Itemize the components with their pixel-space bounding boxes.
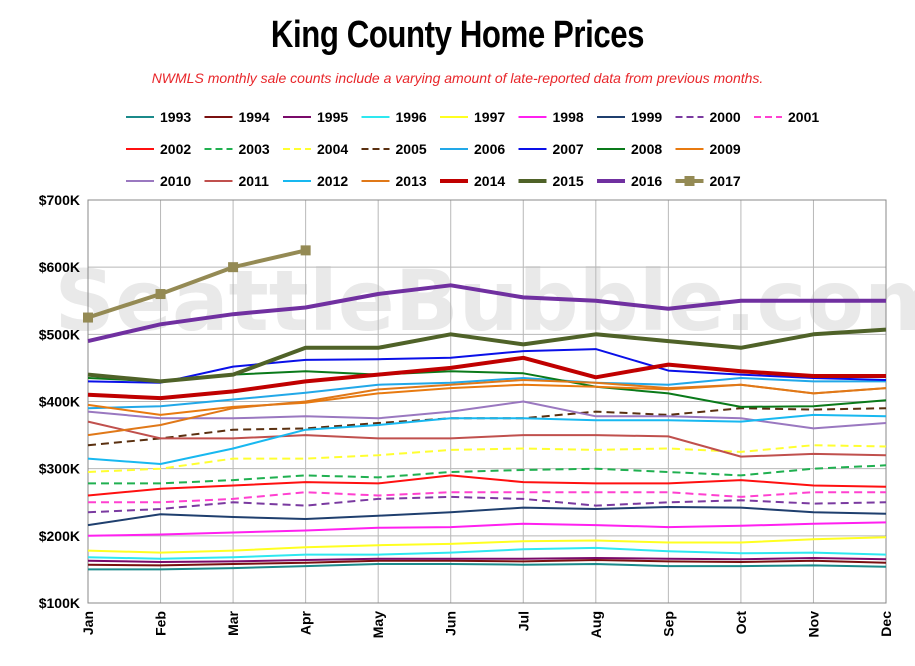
legend-marker-2017 bbox=[684, 176, 695, 186]
x-tick-label: May bbox=[370, 611, 386, 638]
legend-label-2010: 2010 bbox=[160, 173, 191, 189]
y-tick-label: $400K bbox=[39, 394, 80, 410]
legend-label-2007: 2007 bbox=[553, 141, 584, 157]
series-line-2005 bbox=[87, 407, 887, 447]
legend-label-2017: 2017 bbox=[710, 173, 741, 189]
series-line-2016 bbox=[87, 283, 886, 344]
y-tick-label: $100K bbox=[39, 595, 80, 611]
series-line-2007 bbox=[87, 348, 887, 384]
data-point-2017 bbox=[300, 245, 311, 256]
legend-label-1997: 1997 bbox=[474, 109, 505, 125]
x-tick-label: Jun bbox=[443, 611, 459, 636]
y-tick-label: $200K bbox=[39, 528, 80, 544]
series-line-1994 bbox=[87, 559, 887, 567]
legend-label-1995: 1995 bbox=[317, 109, 348, 125]
series-line-2017 bbox=[87, 248, 307, 320]
legend-label-2002: 2002 bbox=[160, 141, 191, 157]
x-tick-label: Sep bbox=[660, 611, 676, 637]
legend-label-1998: 1998 bbox=[553, 109, 584, 125]
series-line-2000 bbox=[87, 495, 887, 514]
series-line-2013 bbox=[87, 379, 887, 437]
series-line-1999 bbox=[87, 506, 887, 527]
x-tick-label: Nov bbox=[805, 611, 821, 638]
plot-border bbox=[87, 199, 887, 604]
y-tick-label: $700K bbox=[39, 192, 80, 208]
data-point-2017 bbox=[228, 262, 239, 273]
series-line-1997 bbox=[87, 536, 887, 554]
x-tick-label: Apr bbox=[298, 610, 314, 635]
legend-label-2000: 2000 bbox=[710, 109, 741, 125]
chart-subtitle: NWMLS monthly sale counts include a vary… bbox=[151, 70, 764, 86]
legend-label-2011: 2011 bbox=[239, 173, 270, 189]
series-line-2003 bbox=[88, 464, 887, 485]
x-tick-label: Jul bbox=[515, 611, 531, 631]
legend-label-1993: 1993 bbox=[160, 109, 191, 125]
series-line-2004 bbox=[87, 444, 887, 473]
series-line-1993 bbox=[88, 563, 887, 571]
x-tick-label: Dec bbox=[878, 611, 894, 637]
series-line-2014 bbox=[87, 355, 886, 401]
data-point-2017 bbox=[83, 312, 93, 323]
legend-label-2016: 2016 bbox=[631, 173, 662, 189]
series-line-1998 bbox=[87, 521, 887, 537]
series-line-1996 bbox=[87, 546, 887, 560]
x-tick-label: Feb bbox=[153, 611, 169, 636]
series-line-2001 bbox=[88, 491, 886, 504]
legend-label-2004: 2004 bbox=[317, 141, 348, 157]
x-tick-label: Aug bbox=[588, 611, 604, 638]
x-tick-label: Mar bbox=[225, 610, 241, 635]
series-line-2002 bbox=[87, 474, 887, 497]
legend-label-2005: 2005 bbox=[396, 141, 427, 157]
y-tick-label: $300K bbox=[39, 461, 80, 477]
legend-label-2001: 2001 bbox=[788, 109, 819, 125]
x-tick-label: Oct bbox=[733, 611, 749, 635]
series-line-2009 bbox=[87, 383, 887, 416]
series-line-1995 bbox=[87, 557, 887, 563]
legend-label-2013: 2013 bbox=[396, 173, 427, 189]
legend-label-1999: 1999 bbox=[631, 109, 662, 125]
legend: 1993 1994 1995 1996 1997 1998 1999 2000 2001 2002… bbox=[126, 109, 819, 189]
y-tick-label: $600K bbox=[39, 259, 80, 275]
series-line-2012 bbox=[87, 413, 887, 465]
legend-label-2014: 2014 bbox=[474, 173, 505, 189]
legend-label-2008: 2008 bbox=[631, 141, 662, 157]
data-point-2017 bbox=[155, 289, 166, 300]
legend-label-2006: 2006 bbox=[474, 141, 505, 157]
series-line-2011 bbox=[87, 420, 887, 458]
legend-label-2015: 2015 bbox=[553, 173, 584, 189]
legend-label-1994: 1994 bbox=[239, 109, 270, 125]
plot-area: SeattleBubble.com$100K$200K$300K$400K$50… bbox=[39, 192, 915, 638]
legend-label-1996: 1996 bbox=[396, 109, 427, 125]
chart-title: King County Home Prices bbox=[270, 14, 645, 56]
series-line-2015 bbox=[87, 327, 887, 384]
legend-label-2009: 2009 bbox=[710, 141, 741, 157]
x-tick-label: Jan bbox=[80, 611, 96, 635]
series-line-2006 bbox=[87, 377, 886, 410]
legend-label-2003: 2003 bbox=[239, 141, 270, 157]
y-tick-label: $500K bbox=[39, 326, 80, 342]
legend-label-2012: 2012 bbox=[317, 173, 348, 189]
